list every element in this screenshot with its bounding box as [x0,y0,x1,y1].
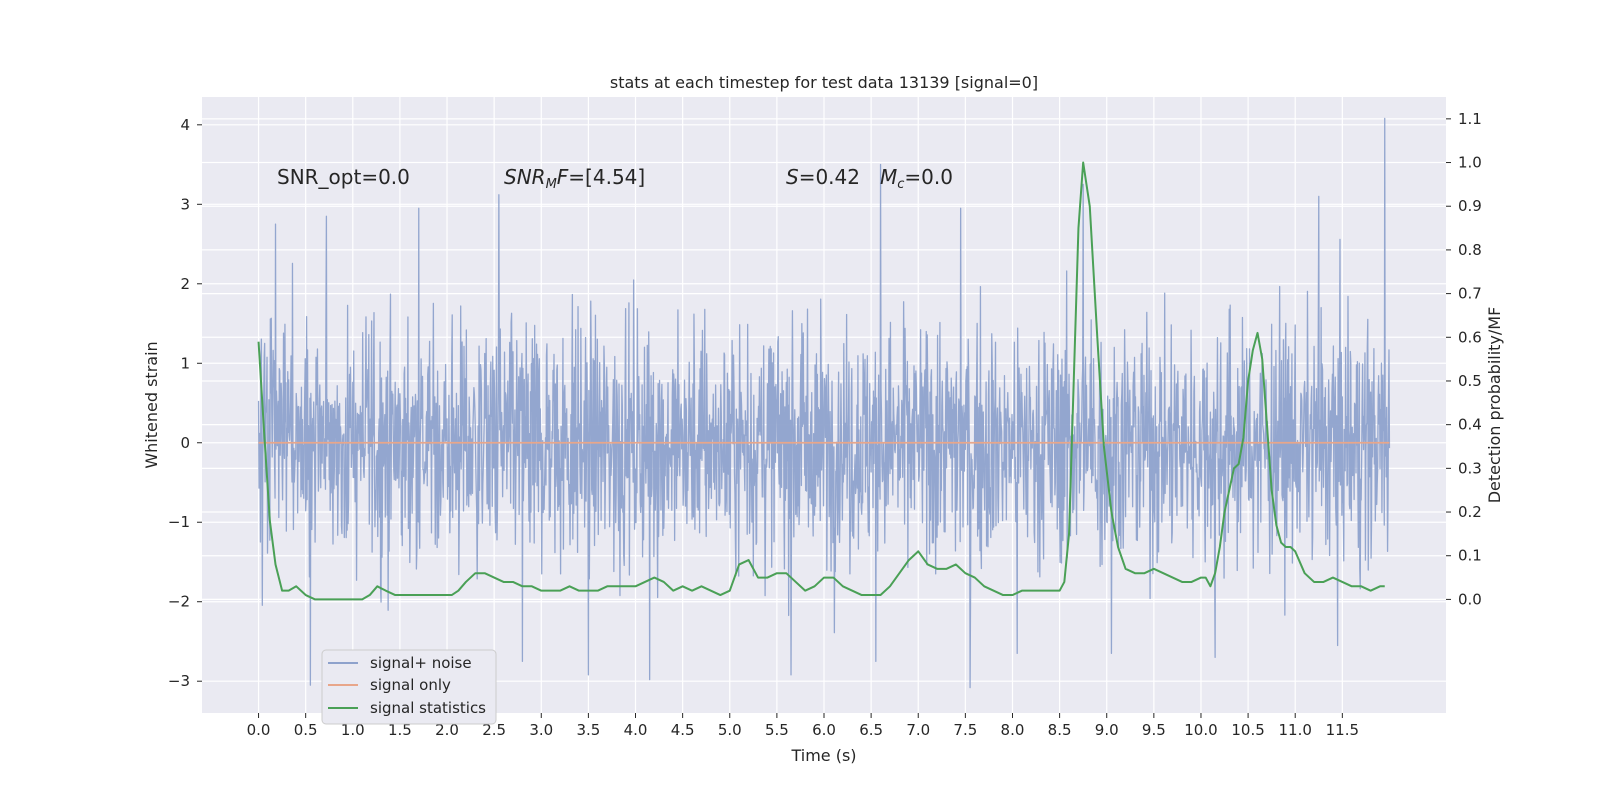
annotation-mc: Mc=0.0 [880,165,953,192]
signal-noise-line [257,117,1391,689]
x-tick-label: 0.0 [247,721,271,739]
ticks: 0.0 0.5 1.0 1.5 2.0 2.5 3.0 3.5 4.0 4.5 5.0 5.5 6.0 6… [168,110,1482,739]
legend: signal+ noise signal only signal statist… [321,649,497,725]
y-tick-label: −3 [168,672,190,690]
x-tick-label: 6.5 [859,721,883,739]
x-tick-label: 4.5 [671,721,695,739]
legend-box [321,649,497,725]
x-tick-label: 6.0 [812,721,836,739]
y-right-tick-label: 0.2 [1458,503,1482,521]
y-tick-label: 0 [180,434,190,452]
y-axis-label: Whitened strain [142,341,161,468]
y-right-tick-label: 0.9 [1458,197,1482,215]
x-tick-label: 11.5 [1326,721,1359,739]
y-right-tick-label: 0.7 [1458,285,1482,303]
x-tick-label: 5.5 [765,721,789,739]
x-tick-label: 11.0 [1279,721,1312,739]
x-tick-label: 8.5 [1048,721,1072,739]
y-right-tick-label: 0.0 [1458,590,1482,608]
y-right-axis-label: Detection probability/MF [1485,307,1504,504]
x-tick-label: 5.0 [718,721,742,739]
x-axis-label: Time (s) [790,746,856,765]
x-tick-label: 7.5 [953,721,977,739]
x-tick-label: 1.5 [388,721,412,739]
annotation-snr-opt: SNR_opt=0.0 [277,165,410,189]
y-right-tick-label: 0.6 [1458,328,1482,346]
y-right-tick-label: 0.3 [1458,459,1482,477]
x-tick-label: 0.5 [294,721,318,739]
signal-statistics-line [257,161,1385,601]
line-series [257,161,1390,601]
y-right-tick-label: 0.4 [1458,416,1482,434]
x-tick-label: 10.5 [1231,721,1264,739]
y-tick-label: −1 [168,513,190,531]
y-tick-label: −2 [168,593,190,611]
x-tick-label: 10.0 [1184,721,1217,739]
legend-label-signal-statistics: signal statistics [370,699,486,717]
x-tick-label: 8.0 [1001,721,1025,739]
y-right-tick-label: 0.1 [1458,547,1482,565]
y-right-tick-label: 1.0 [1458,154,1482,172]
y-right-tick-label: 0.8 [1458,241,1482,259]
y-tick-label: 2 [180,275,190,293]
y-tick-label: 1 [180,354,190,372]
x-tick-label: 9.0 [1095,721,1119,739]
legend-label-signal-noise: signal+ noise [370,654,472,672]
x-tick-label: 2.5 [482,721,506,739]
x-tick-label: 3.0 [529,721,553,739]
x-tick-label: 2.0 [435,721,459,739]
annotation-snr-mf: SNRMF=[4.54] [504,165,645,192]
annotation-s: S=0.42 [786,165,860,189]
x-tick-label: 3.5 [576,721,600,739]
legend-label-signal-only: signal only [370,676,451,694]
y-right-tick-label: 0.5 [1458,372,1482,390]
y-tick-label: 4 [180,116,190,134]
x-tick-label: 9.5 [1142,721,1166,739]
y-right-tick-label: 1.1 [1458,110,1482,128]
x-tick-label: 4.0 [624,721,648,739]
annotations: SNR_opt=0.0 SNRMF=[4.54] S=0.42 Mc=0.0 [277,165,953,192]
x-tick-label: 1.0 [341,721,365,739]
y-tick-label: 3 [180,195,190,213]
x-tick-label: 7.0 [906,721,930,739]
signal-noise-series [257,117,1391,689]
chart-title: stats at each timestep for test data 131… [610,73,1038,92]
